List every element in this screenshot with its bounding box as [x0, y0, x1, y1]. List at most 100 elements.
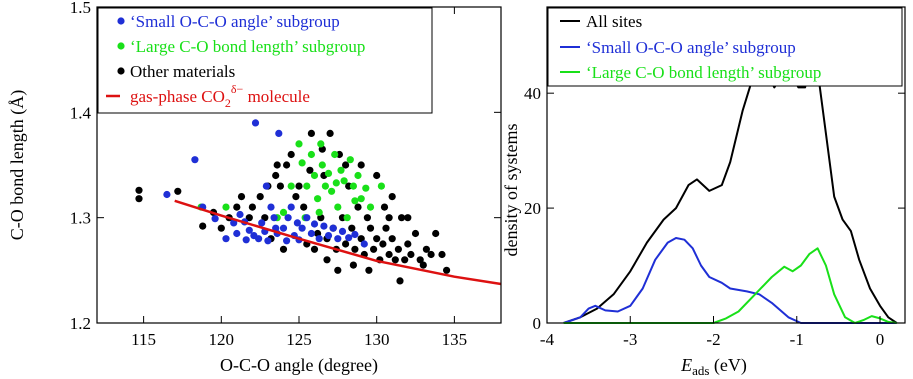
legend-gas-sup: δ− [231, 82, 244, 96]
scatter-point-small-39 [360, 240, 368, 248]
scatter-point-other-36 [348, 224, 356, 232]
scatter-point-other-65 [380, 203, 389, 211]
scatter-point-other-21 [300, 203, 308, 211]
scatter-point-other-9 [245, 214, 253, 222]
scatter-point-small-16 [270, 214, 278, 222]
legend-label-gas: gas-phase CO2δ− molecule [130, 82, 310, 110]
scatter-point-other-48 [385, 250, 393, 259]
scatter-point-small-40 [233, 229, 241, 238]
scatter-point-large-17 [334, 203, 342, 211]
scatter-point-other-58 [419, 261, 427, 269]
scatter-point-small-27 [298, 224, 306, 232]
scatter-point-small-28 [303, 214, 311, 222]
scatter-point-other-79 [261, 214, 269, 222]
scatter-point-large-12 [318, 161, 326, 169]
density-plot-frame [546, 6, 906, 324]
scatter-ticks: 115 120 125 130 135 1.2 1.3 1.4 1.5 [70, 0, 501, 349]
legend-label-large: ‘Large C-O bond length’ subgroup [130, 37, 365, 56]
scatter-x-tick-label-120: 120 [209, 330, 235, 349]
scatter-point-other-53 [401, 256, 409, 264]
scatter-point-other-3 [199, 222, 207, 230]
scatter-point-large-18 [337, 166, 345, 174]
scatter-point-other-7 [233, 203, 241, 211]
scatter-point-other-0 [135, 186, 143, 194]
scatter-point-small-34 [329, 224, 337, 232]
scatter-point-other-2 [174, 187, 182, 195]
scatter-point-large-8 [307, 150, 315, 159]
scatter-point-small-4 [222, 235, 230, 243]
density-line-small [563, 237, 897, 324]
legend-gas-sub: 2 [225, 96, 231, 110]
density-y-tick-label-0: 0 [533, 314, 542, 333]
scatter-x-tick-label-135: 135 [442, 330, 468, 349]
scatter-y-tick-label-1.5: 1.5 [70, 0, 91, 17]
scatter-point-other-57 [416, 256, 424, 264]
scatter-point-small-31 [315, 235, 323, 243]
scatter-point-other-38 [354, 203, 362, 211]
density-lines [563, 63, 898, 324]
scatter-point-large-25 [362, 184, 370, 192]
density-x-axis-subscript: ads [692, 363, 709, 378]
scatter-point-large-14 [324, 169, 333, 177]
scatter-x-axis-title: O-C-O angle (degree) [220, 355, 378, 376]
scatter-point-large-19 [340, 177, 348, 185]
scatter-point-other-14 [272, 171, 280, 180]
scatter-point-small-0 [163, 190, 171, 199]
scatter-point-large-1 [222, 203, 230, 211]
scatter-point-other-1 [135, 195, 143, 203]
scatter-point-other-46 [379, 240, 387, 248]
scatter-point-other-10 [248, 203, 256, 211]
scatter-point-small-19 [275, 129, 283, 137]
scatter-point-other-29 [326, 129, 334, 137]
scatter-point-small-29 [307, 229, 315, 238]
density-x-tick-label--3: -3 [623, 330, 637, 349]
scatter-point-other-23 [306, 166, 314, 174]
scatter-point-small-6 [236, 210, 244, 219]
scatter-point-other-17 [283, 161, 291, 169]
scatter-point-small-37 [345, 234, 353, 242]
scatter-point-other-49 [388, 235, 396, 243]
scatter-point-other-24 [310, 245, 319, 253]
legend-marker-large [117, 42, 125, 50]
scatter-point-other-63 [443, 266, 451, 274]
density-y-axis-title: density of systems [501, 124, 521, 257]
scatter-point-large-16 [331, 150, 339, 159]
scatter-point-other-47 [382, 224, 390, 232]
scatter-point-other-11 [256, 193, 264, 201]
legend-label-density-small: ‘Small O-C-O angle’ subgroup [586, 38, 796, 57]
scatter-point-small-3 [211, 215, 219, 223]
scatter-legend-box [97, 7, 433, 114]
scatter-point-other-76 [323, 256, 331, 264]
scatter-point-large-27 [377, 182, 385, 190]
legend-gas-prefix: gas-phase CO [130, 87, 225, 106]
density-x-tick-label--2: -2 [706, 330, 720, 349]
scatter-point-small-15 [267, 203, 275, 211]
density-y-tick-label-20: 20 [524, 199, 541, 218]
scatter-point-large-28 [315, 208, 323, 216]
scatter-y-axis-title: C-O bond length (Å) [7, 90, 28, 240]
scatter-point-other-39 [357, 235, 365, 243]
legend-label-other: Other materials [130, 62, 235, 81]
density-x-axis-symbol: E [680, 355, 692, 375]
scatter-point-other-72 [373, 171, 381, 180]
density-legend-box [547, 7, 903, 87]
legend-gas-suffix: molecule [243, 87, 310, 106]
scatter-point-other-54 [404, 240, 412, 248]
scatter-point-large-3 [279, 208, 288, 216]
scatter-point-other-66 [357, 161, 365, 169]
scatter-x-tick-label-130: 130 [364, 330, 390, 349]
scatter-point-other-50 [391, 256, 399, 264]
scatter-point-large-13 [321, 182, 329, 190]
scatter-point-small-13 [262, 182, 270, 190]
scatter-point-other-34 [342, 240, 350, 248]
scatter-point-small-11 [258, 219, 266, 227]
scatter-y-tick-label-1.2: 1.2 [70, 314, 91, 333]
scatter-point-small-8 [245, 226, 253, 234]
scatter-point-small-20 [279, 224, 288, 232]
scatter-point-other-8 [237, 193, 246, 201]
scatter-point-large-23 [354, 171, 362, 180]
scatter-point-other-74 [349, 261, 357, 269]
scatter-point-other-41 [363, 214, 371, 222]
scatter-point-large-7 [303, 182, 311, 190]
